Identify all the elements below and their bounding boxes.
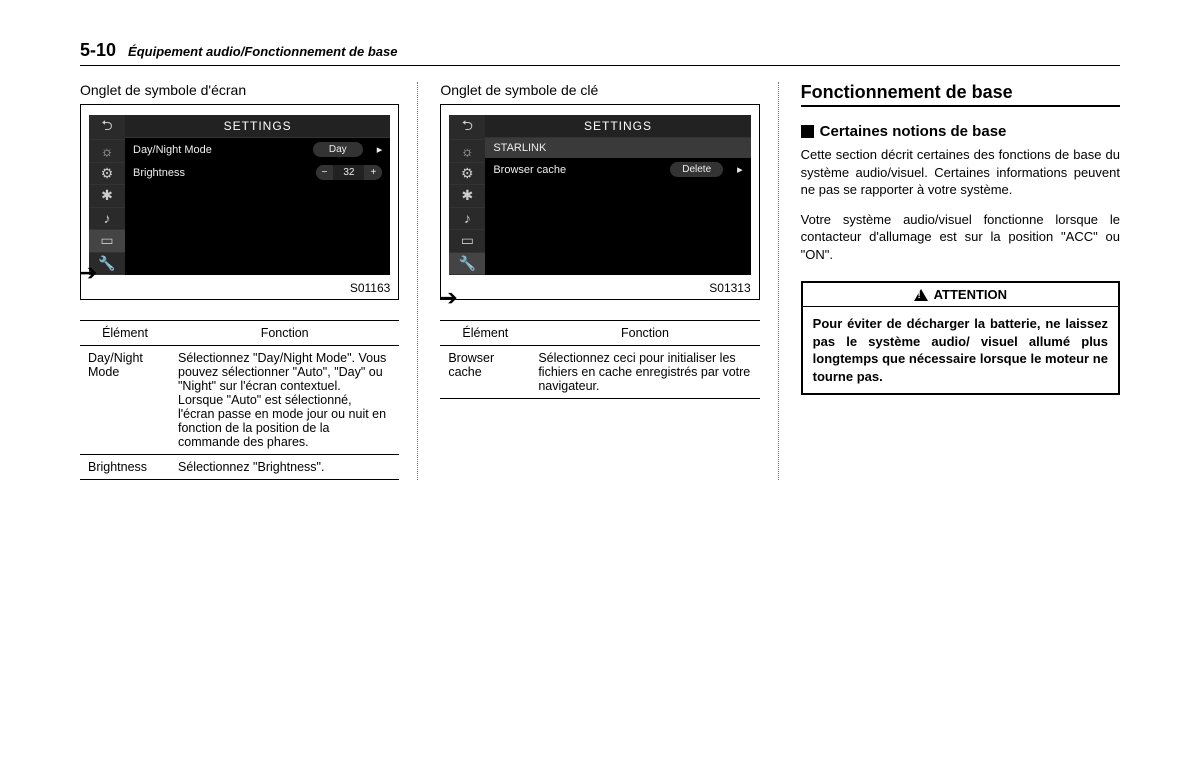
th-function-2: Fonction	[530, 321, 759, 346]
table-row: Browser cache Sélectionnez ceci pour ini…	[440, 346, 759, 399]
sidebar-gear-icon[interactable]: ⚙	[89, 163, 125, 186]
th-element-1: Élément	[80, 321, 170, 346]
sidebar-wrench-icon[interactable]: 🔧	[449, 253, 485, 276]
brightness-minus[interactable]: −	[316, 165, 334, 180]
sidebar-music-icon[interactable]: ♪	[449, 208, 485, 231]
tab-title-1: Onglet de symbole d'écran	[80, 82, 399, 98]
function-table-2: Élément Fonction Browser cache Sélection…	[440, 320, 759, 399]
function-table-1: Élément Fonction Day/Night Mode Sélectio…	[80, 320, 399, 480]
td-elem: Brightness	[80, 455, 170, 480]
screenshot-code-2: S01313	[449, 275, 750, 295]
sidebar-sun-icon[interactable]: ☼	[89, 140, 125, 163]
attention-body: Pour éviter de décharger la batterie, ne…	[803, 307, 1118, 393]
page-number: 5-10	[80, 40, 116, 61]
device-screen-2: ⮌ ☼ ⚙ ✱ ♪ ▭ 🔧 SETTINGS STARLINK Browser …	[449, 115, 750, 275]
sidebar-screen-icon[interactable]: ▭	[89, 230, 125, 253]
bullet-square-icon	[801, 125, 814, 138]
page-header: 5-10 Équipement audio/Fonctionnement de …	[80, 40, 1120, 66]
device-title-2: SETTINGS	[485, 115, 750, 138]
daynight-value[interactable]: Day	[313, 142, 363, 157]
th-function-1: Fonction	[170, 321, 399, 346]
browser-cache-delete[interactable]: Delete	[670, 162, 723, 177]
attention-head: ATTENTION	[803, 283, 1118, 307]
screenshot-frame-2: ➔ ⮌ ☼ ⚙ ✱ ♪ ▭ 🔧 SETTINGS STARLINK	[440, 104, 759, 300]
device-title-1: SETTINGS	[125, 115, 390, 138]
device-main-2: SETTINGS STARLINK Browser cache Delete ▸	[485, 115, 750, 275]
para-1: Cette section décrit certaines des fonct…	[801, 146, 1120, 199]
sidebar-music-icon[interactable]: ♪	[89, 208, 125, 231]
sidebar-back-icon[interactable]: ⮌	[449, 115, 485, 140]
setting-row-daynight[interactable]: Day/Night Mode Day ▸	[125, 138, 390, 161]
page-header-title: Équipement audio/Fonctionnement de base	[128, 44, 397, 59]
warning-triangle-icon	[914, 289, 928, 301]
browser-cache-label: Browser cache	[493, 164, 662, 176]
setting-row-starlink[interactable]: STARLINK	[485, 138, 750, 158]
device-sidebar-1: ⮌ ☼ ⚙ ✱ ♪ ▭ 🔧	[89, 115, 125, 275]
daynight-label: Day/Night Mode	[133, 144, 305, 156]
brightness-label: Brightness	[133, 167, 308, 179]
starlink-label: STARLINK	[493, 142, 742, 154]
chevron-right-icon[interactable]: ▸	[731, 163, 743, 176]
para-2: Votre système audio/visuel fonctionne lo…	[801, 211, 1120, 264]
table-row: Day/Night Mode Sélectionnez "Day/Night M…	[80, 346, 399, 455]
sidebar-bt-icon[interactable]: ✱	[89, 185, 125, 208]
chevron-right-icon[interactable]: ▸	[371, 143, 383, 156]
attention-title: ATTENTION	[934, 287, 1007, 302]
tab-title-2: Onglet de symbole de clé	[440, 82, 759, 98]
attention-box: ATTENTION Pour éviter de décharger la ba…	[801, 281, 1120, 395]
screenshot-frame-1: ➔ ⮌ ☼ ⚙ ✱ ♪ ▭ 🔧 SETTINGS Day/Night Mode …	[80, 104, 399, 300]
brightness-plus[interactable]: +	[364, 165, 382, 180]
sidebar-bt-icon[interactable]: ✱	[449, 185, 485, 208]
td-elem: Day/Night Mode	[80, 346, 170, 455]
right-heading: Fonctionnement de base	[801, 82, 1120, 107]
td-elem: Browser cache	[440, 346, 530, 399]
columns: Onglet de symbole d'écran ➔ ⮌ ☼ ⚙ ✱ ♪ ▭ …	[80, 82, 1120, 480]
column-3: Fonctionnement de base Certaines notions…	[801, 82, 1120, 480]
th-element-2: Élément	[440, 321, 530, 346]
td-func: Sélectionnez "Brightness".	[170, 455, 399, 480]
td-func: Sélectionnez "Day/Night Mode". Vous pouv…	[170, 346, 399, 455]
sidebar-gear-icon[interactable]: ⚙	[449, 163, 485, 186]
right-subheading: Certaines notions de base	[801, 123, 1120, 140]
device-screen-1: ⮌ ☼ ⚙ ✱ ♪ ▭ 🔧 SETTINGS Day/Night Mode Da…	[89, 115, 390, 275]
sidebar-screen-icon[interactable]: ▭	[449, 230, 485, 253]
device-main-1: SETTINGS Day/Night Mode Day ▸ Brightness…	[125, 115, 390, 275]
pointer-arrow-1: ➔	[79, 260, 97, 286]
device-sidebar-2: ⮌ ☼ ⚙ ✱ ♪ ▭ 🔧	[449, 115, 485, 275]
setting-row-brightness[interactable]: Brightness − 32 +	[125, 161, 390, 184]
column-1: Onglet de symbole d'écran ➔ ⮌ ☼ ⚙ ✱ ♪ ▭ …	[80, 82, 418, 480]
sidebar-sun-icon[interactable]: ☼	[449, 140, 485, 163]
subheading-text: Certaines notions de base	[820, 123, 1007, 140]
td-func: Sélectionnez ceci pour initialiser les f…	[530, 346, 759, 399]
column-2: Onglet de symbole de clé ➔ ⮌ ☼ ⚙ ✱ ♪ ▭ 🔧…	[440, 82, 778, 480]
pointer-arrow-2: ➔	[439, 285, 457, 311]
table-row: Brightness Sélectionnez "Brightness".	[80, 455, 399, 480]
screenshot-code-1: S01163	[89, 275, 390, 295]
setting-row-browser-cache[interactable]: Browser cache Delete ▸	[485, 158, 750, 181]
brightness-value: 32	[333, 165, 364, 180]
sidebar-back-icon[interactable]: ⮌	[89, 115, 125, 140]
brightness-stepper[interactable]: − 32 +	[316, 165, 383, 180]
